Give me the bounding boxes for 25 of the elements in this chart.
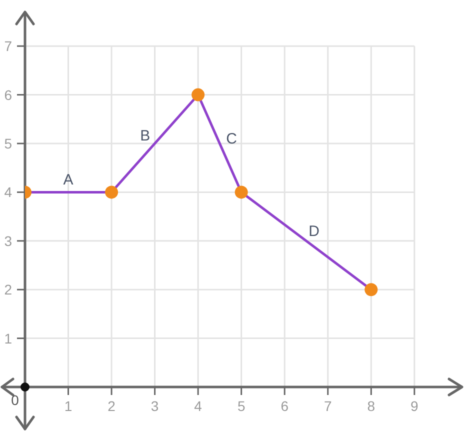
- annotation: C: [226, 130, 238, 148]
- y-tick-label: 5: [4, 135, 12, 152]
- y-tick-label: 1: [4, 330, 12, 346]
- y-tick-label: 2: [4, 282, 12, 298]
- y-tick-label: 6: [4, 86, 12, 103]
- x-tick-label: 8: [367, 398, 376, 414]
- y-tick-label: 4: [4, 184, 12, 200]
- x-tick-label: 1: [64, 398, 72, 414]
- x-tick-label: 6: [280, 398, 289, 414]
- x-tick-label: 5: [237, 398, 246, 414]
- x-tick-label: 2: [108, 398, 116, 414]
- annotation: A: [63, 172, 74, 189]
- x-tick-label: 4: [194, 398, 202, 414]
- x-tick-label: 9: [410, 398, 419, 414]
- text: 0: [11, 392, 20, 408]
- x-tick-label: 3: [150, 398, 159, 414]
- x-tick-label: 7: [324, 398, 332, 414]
- point: [364, 283, 378, 296]
- y-tick-label: 3: [4, 232, 12, 249]
- annotation: D: [308, 222, 320, 240]
- annotation: B: [140, 127, 150, 144]
- y-tick-label: 7: [4, 38, 12, 54]
- point: [192, 88, 205, 102]
- point: [105, 186, 118, 199]
- point: [234, 186, 248, 199]
